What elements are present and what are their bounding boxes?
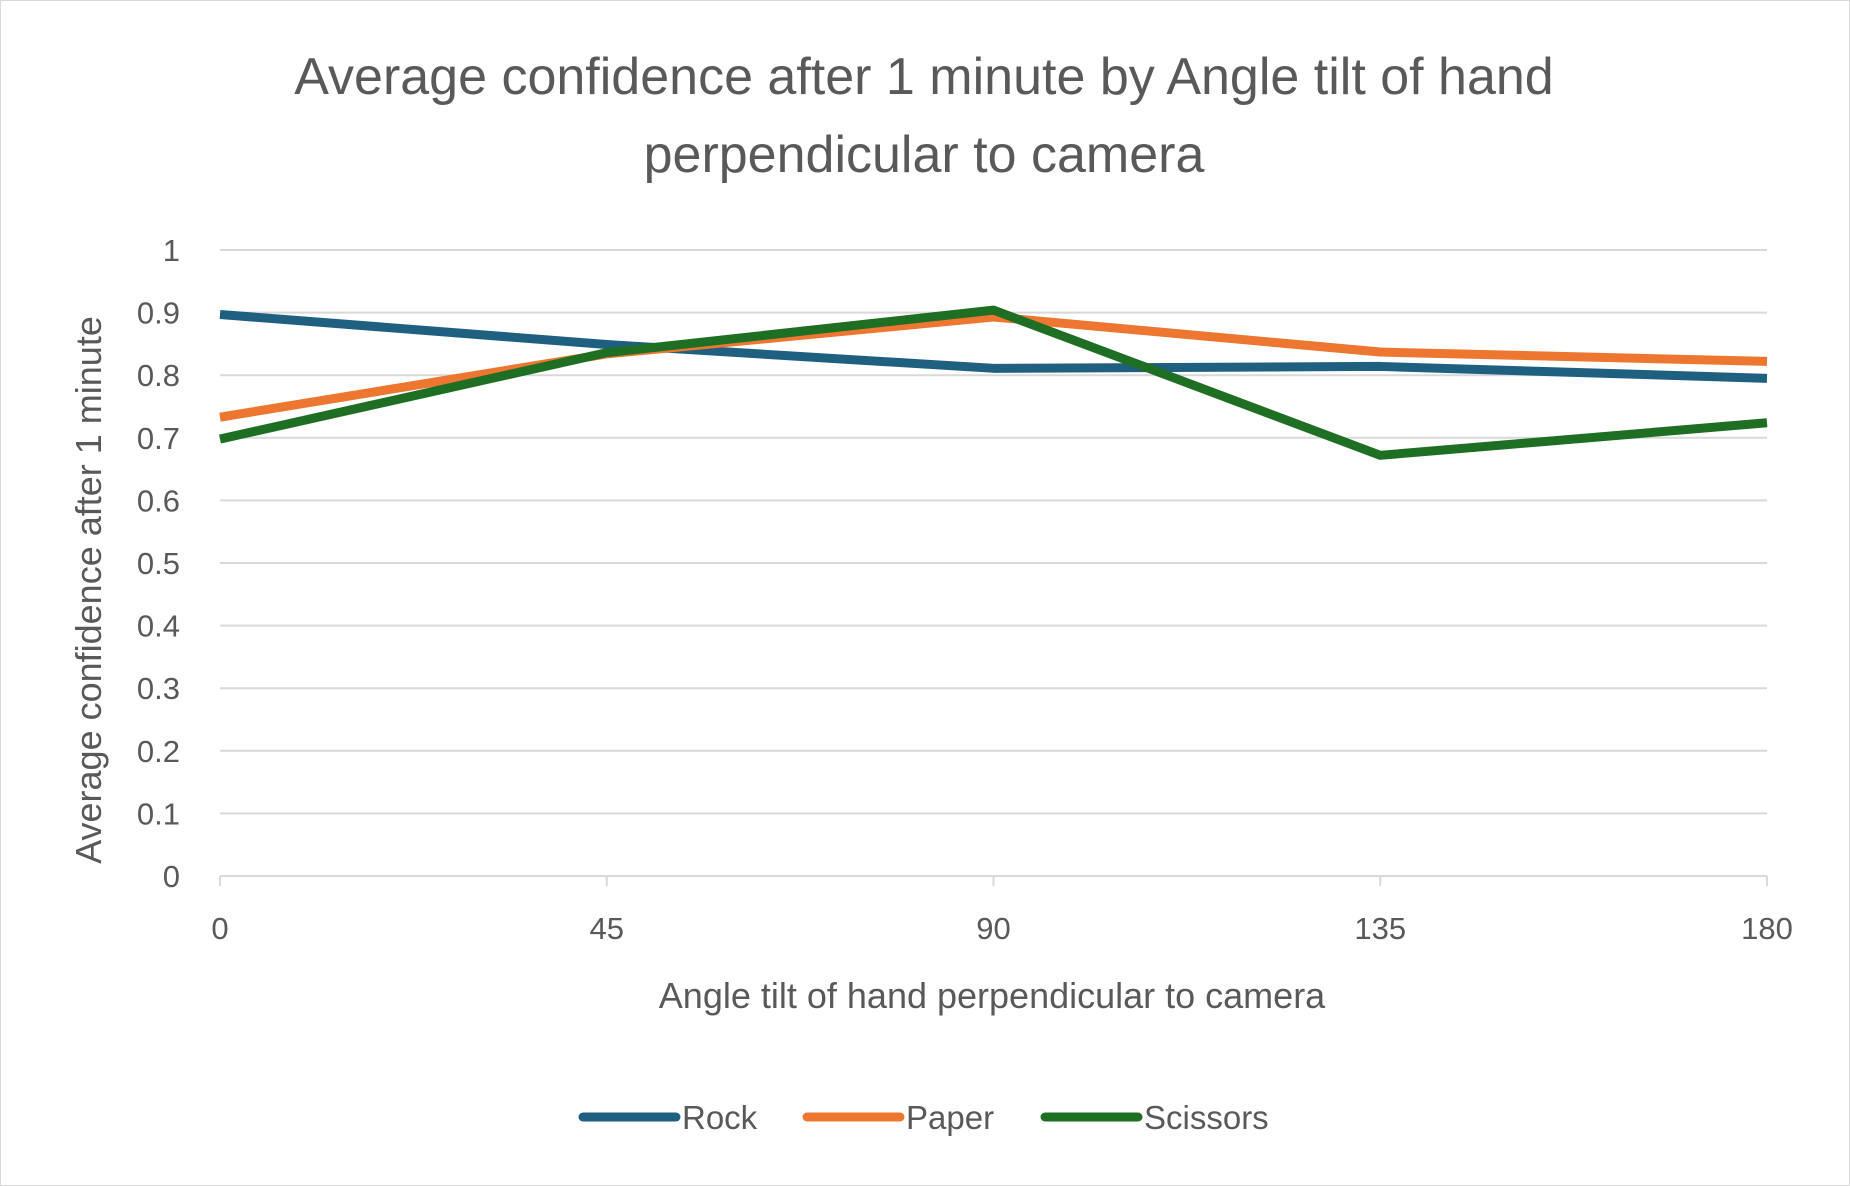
y-tick-label: 0.5 — [137, 546, 180, 581]
y-tick-label: 0 — [163, 859, 180, 894]
legend-label: Scissors — [1144, 1099, 1269, 1136]
x-tick-label: 90 — [976, 911, 1010, 946]
chart-title-line-2: perpendicular to camera — [644, 126, 1205, 184]
x-tick-label: 45 — [590, 911, 624, 946]
series-lines — [219, 305, 1768, 460]
y-axis-title: Average confidence after 1 minute — [68, 316, 109, 864]
y-tick-label: 0.7 — [137, 421, 180, 456]
x-tick-label: 180 — [1741, 911, 1793, 946]
legend-label: Paper — [906, 1099, 994, 1136]
y-tick-label: 0.9 — [137, 296, 180, 331]
y-tick-label: 0.2 — [137, 734, 180, 769]
y-tick-label: 0.3 — [137, 671, 180, 706]
x-axis — [219, 875, 1768, 886]
legend-label: Rock — [682, 1099, 758, 1136]
series-line-paper — [219, 312, 1768, 422]
y-tick-label: 0.4 — [137, 609, 180, 644]
x-tick-label: 0 — [211, 911, 228, 946]
y-tick-label: 0.6 — [137, 483, 180, 518]
y-tick-label: 0.8 — [137, 358, 180, 393]
x-tick-label: 135 — [1354, 911, 1406, 946]
x-axis-title: Angle tilt of hand perpendicular to came… — [659, 975, 1326, 1016]
x-axis-tick-labels: 0 45 90 135 180 — [211, 911, 1792, 946]
y-tick-label: 0.1 — [137, 796, 180, 831]
series-line-rock — [219, 309, 1768, 383]
chart-title-line-1: Average confidence after 1 minute by Ang… — [294, 48, 1553, 106]
series-line-scissors — [219, 305, 1768, 460]
y-tick-label: 1 — [163, 233, 180, 268]
legend: Rock Paper Scissors — [578, 1099, 1269, 1136]
y-axis-tick-labels: 0 0.1 0.2 0.3 0.4 0.5 0.6 0.7 0.8 0.9 1 — [137, 233, 180, 894]
